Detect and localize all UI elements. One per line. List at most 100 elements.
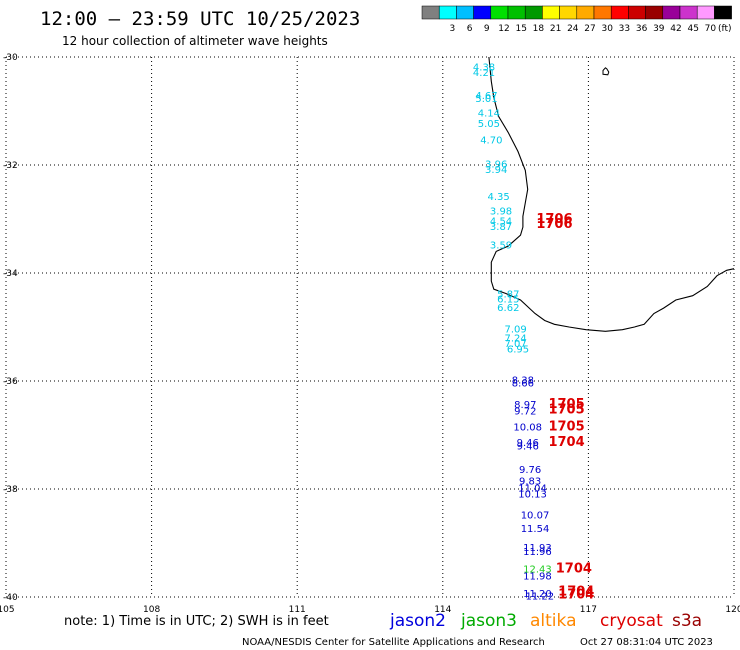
wave-height-label: 5.87 — [497, 289, 519, 300]
footer-note: note: 1) Time is in UTC; 2) SWH is in fe… — [64, 614, 329, 629]
lat-tick-label: -38 — [3, 485, 18, 495]
legend-tick-label: 24 — [567, 24, 579, 34]
lat-lon-grid: 105 108 111 114 117 120 -30 -32 -34 -36 -38 -40 — [0, 53, 740, 615]
wave-height-label: 6.15 — [497, 295, 519, 306]
legend-swatch — [696, 5, 715, 20]
coastline — [488, 56, 735, 332]
legend-swatch — [456, 5, 474, 20]
wave-height-label: 9.72 — [514, 406, 536, 417]
wave-height-label: 5.05 — [478, 119, 500, 130]
lat-tick-label: -40 — [3, 593, 18, 603]
legend-swatch — [559, 5, 578, 20]
legend-tick-label: 12 — [498, 24, 509, 34]
legend-swatch — [542, 5, 560, 20]
pass-time-label: 1704 — [556, 562, 592, 577]
wave-height-label: 4.70 — [480, 135, 502, 146]
wave-height-label: 3.87 — [490, 222, 512, 233]
wave-height-label: 4.54 — [490, 216, 512, 227]
pass-time-label: 1704 — [548, 435, 584, 450]
wave-height-label: 4.21 — [473, 68, 495, 79]
satellite-cryosat-label: cryosat — [600, 611, 663, 631]
legend-tick-label: 39 — [653, 24, 665, 34]
wave-height-label: 4.14 — [478, 108, 500, 119]
lon-tick-label: 117 — [580, 605, 597, 615]
legend-swatch — [679, 5, 698, 20]
lat-tick-label: -32 — [3, 161, 18, 171]
legend-tick-label: 70 — [705, 24, 717, 34]
legend-tick-label: 30 — [601, 24, 613, 34]
legend-tick-label: 6 — [467, 24, 473, 34]
wave-height-observations: 4.384.21 4.675.01 4.145.05 4.70 3.963.94 4.35… — [473, 63, 554, 603]
pass-time-label: 1705 — [548, 397, 584, 412]
wave-height-label: 11.96 — [523, 547, 552, 558]
pass-time-label: 1705 — [548, 402, 584, 417]
legend-swatch — [524, 5, 543, 20]
legend-swatch — [593, 5, 612, 20]
legend-tick-label: 21 — [550, 24, 561, 34]
wave-height-label: 8.97 — [514, 400, 536, 411]
legend-tick-label: 3 — [450, 24, 456, 34]
wave-height-color-scale: 3 6 9 12 15 18 21 24 27 30 33 36 39 42 45 70 — [421, 5, 732, 34]
island-outline — [602, 67, 610, 76]
legend-swatch — [507, 5, 526, 20]
legend-tick-label: 27 — [584, 24, 595, 34]
satellite-jason2-label: jason2 — [389, 611, 446, 631]
map-title: 12:00 – 23:59 UTC 10/25/2023 — [40, 8, 360, 30]
pass-time-label: 1704 — [558, 588, 594, 603]
map-subtitle: 12 hour collection of altimeter wave hei… — [62, 34, 328, 48]
lon-tick-label: 114 — [434, 605, 451, 615]
legend-swatch — [490, 5, 509, 20]
wave-height-label: 10.07 — [521, 511, 550, 522]
wave-height-label: 3.98 — [490, 207, 512, 218]
legend-tick-label: 9 — [484, 24, 490, 34]
legend-swatch — [628, 5, 646, 20]
wave-height-label: 4.38 — [473, 63, 495, 74]
wave-height-label: 11.54 — [521, 524, 550, 535]
wave-height-label: 6.62 — [497, 303, 519, 314]
footer-generated: Oct 27 08:31:04 UTC 2023 — [580, 637, 713, 648]
pass-time-label: 1706 — [536, 212, 572, 227]
wave-height-label: 12.43 — [523, 565, 552, 576]
legend-swatch — [714, 5, 732, 20]
wave-height-label: 9.46 — [517, 442, 539, 453]
wave-height-label: 3.96 — [485, 160, 507, 171]
wave-height-label: 9.83 — [519, 477, 541, 488]
legend-swatch — [576, 5, 595, 20]
wave-height-label: 7.09 — [504, 324, 526, 335]
legend-unit: (ft) — [718, 24, 732, 34]
lon-tick-label: 111 — [289, 605, 306, 615]
lon-tick-label: 105 — [0, 605, 15, 615]
wave-height-label: 9.46 — [517, 438, 539, 449]
pass-time-label: 1706 — [536, 217, 572, 232]
satellite-s3a-label: s3a — [672, 611, 702, 631]
satellite-jason3-label: jason3 — [460, 611, 517, 631]
legend-swatch — [645, 5, 664, 20]
wave-height-label: 7.24 — [504, 334, 526, 345]
wave-height-label: 7.07 — [504, 339, 526, 350]
wave-height-label: 11.22 — [526, 592, 555, 603]
legend-tick-label: 36 — [636, 24, 648, 34]
wave-height-label: 9.76 — [519, 465, 541, 476]
wave-height-label: 11.04 — [518, 484, 547, 495]
wave-height-label: 6.95 — [507, 344, 529, 355]
lat-tick-label: -36 — [3, 377, 18, 387]
footer-credit: NOAA/NESDIS Center for Satellite Applica… — [242, 637, 545, 648]
wave-height-label: 4.67 — [475, 91, 497, 102]
legend-swatch — [662, 5, 681, 20]
lon-tick-label: 108 — [143, 605, 160, 615]
wave-height-label: 10.13 — [518, 490, 547, 501]
wave-height-label: 11.20 — [523, 589, 552, 600]
pass-time-label: 1705 — [548, 420, 584, 435]
wave-height-label: 4.35 — [487, 192, 509, 203]
wave-height-label: 8.38 — [512, 376, 534, 387]
legend-tick-label: 15 — [515, 24, 526, 34]
wave-height-label: 11.98 — [523, 572, 552, 583]
lon-tick-label: 120 — [725, 605, 740, 615]
lat-tick-label: -34 — [3, 269, 18, 279]
legend-swatch — [473, 5, 492, 20]
legend-swatch — [421, 5, 440, 20]
pass-time-label: 1704 — [558, 584, 594, 599]
satellite-legend: jason2 jason3 altika cryosat s3a — [389, 611, 702, 631]
